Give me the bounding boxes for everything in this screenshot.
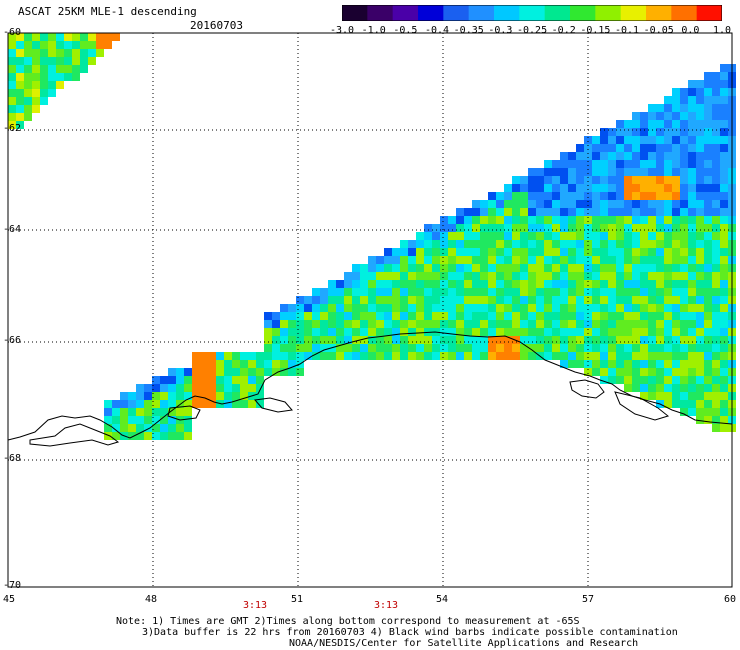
colorbar-label: -0.3	[488, 25, 513, 36]
lat-label: -62	[3, 123, 22, 134]
colorbar-label: 1.0	[713, 25, 732, 36]
lat-label: -60	[3, 27, 22, 38]
frame	[7, 32, 733, 588]
time-label: 3:13	[243, 600, 268, 611]
colorbar-swatch	[570, 5, 596, 21]
map-date: 20160703	[190, 19, 243, 32]
colorbar-label: -0.35	[453, 25, 484, 36]
lat-label: -70	[3, 580, 22, 591]
colorbar-swatch	[671, 5, 698, 21]
colorbar-label: -0.2	[551, 25, 576, 36]
map-title: ASCAT 25KM MLE-1 descending	[18, 5, 197, 18]
colorbar-swatch	[696, 5, 722, 21]
lon-label: 48	[145, 594, 158, 605]
lat-label: -68	[3, 453, 22, 464]
colorbar-label: -3.0	[330, 25, 355, 36]
colorbar-label: -0.5	[393, 25, 418, 36]
colorbar-swatch	[342, 5, 368, 21]
colorbar-swatch	[519, 5, 546, 21]
colorbar-label: -0.4	[425, 25, 450, 36]
lat-label: -64	[3, 224, 22, 235]
colorbar-label: -0.05	[643, 25, 674, 36]
lon-label: 60	[724, 594, 737, 605]
ascat-swath-cells	[8, 33, 736, 440]
colorbar-swatch	[544, 5, 571, 21]
colorbar-swatch	[595, 5, 622, 21]
colorbar-label: -1.0	[361, 25, 386, 36]
colorbar-swatch	[392, 5, 419, 21]
lon-label: 51	[291, 594, 304, 605]
lon-label: 57	[582, 594, 595, 605]
note-line-1: Note: 1) Times are GMT 2)Times along bot…	[116, 616, 580, 627]
colorbar-swatch	[367, 5, 394, 21]
time-label: 3:13	[374, 600, 399, 611]
colorbar-label: -0.15	[580, 25, 611, 36]
colorbar-swatch	[468, 5, 495, 21]
colorbar-swatch	[494, 5, 520, 21]
colorbar	[342, 5, 722, 21]
lat-label: -66	[3, 335, 22, 346]
colorbar-label: 0.0	[681, 25, 700, 36]
colorbar-label: -0.25	[517, 25, 548, 36]
coastline	[7, 331, 733, 447]
colorbar-swatch	[418, 5, 444, 21]
lon-label: 54	[436, 594, 449, 605]
note-line-3: NOAA/NESDIS/Center for Satellite Applica…	[289, 638, 639, 649]
colorbar-swatch	[646, 5, 672, 21]
lat-lon-grid	[8, 33, 732, 587]
colorbar-label: -0.1	[615, 25, 640, 36]
colorbar-swatch	[443, 5, 470, 21]
note-line-2: 3)Data buffer is 22 hrs from 20160703 4)…	[142, 627, 678, 638]
colorbar-swatch	[620, 5, 647, 21]
lon-label: 45	[3, 594, 16, 605]
